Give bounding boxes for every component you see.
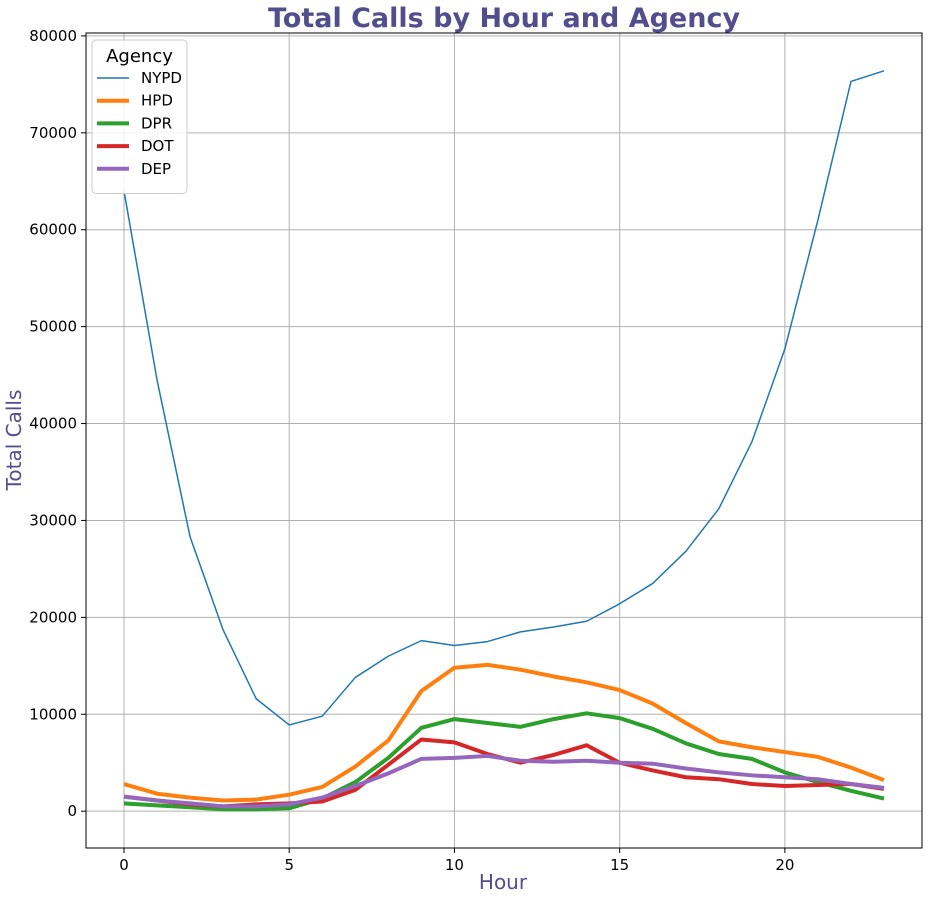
plot-frame <box>85 32 923 849</box>
legend-title: Agency <box>106 46 173 67</box>
y-tick-label: 30000 <box>29 511 77 529</box>
legend-label-hpd: HPD <box>141 92 173 110</box>
y-tick-label: 0 <box>67 802 77 820</box>
y-tick-label: 10000 <box>29 705 77 723</box>
y-axis-label: Total Calls <box>2 390 26 492</box>
y-tick-label: 40000 <box>29 415 77 433</box>
series-line-hpd <box>123 662 885 803</box>
y-tick-label: 20000 <box>29 608 77 626</box>
series-line-dep <box>123 753 885 809</box>
y-tick-label: 50000 <box>29 318 77 336</box>
y-tick-label: 60000 <box>29 221 77 239</box>
y-ticks: 0 10000 20000 30000 40000 50000 60000 70000 8000… <box>29 27 86 820</box>
legend-label-dot: DOT <box>141 137 174 155</box>
series-line-nypd <box>123 70 885 726</box>
x-tick-label: 10 <box>445 856 464 874</box>
series-line-dpr <box>123 711 885 812</box>
legend-label-dpr: DPR <box>141 114 172 132</box>
chart-title: Total Calls by Hour and Agency <box>268 3 741 34</box>
legend: Agency NYPD HPD DPR DOT DEP <box>91 39 188 194</box>
x-ticks: 0 5 10 15 20 <box>119 848 794 874</box>
y-tick-label: 70000 <box>29 124 77 142</box>
series-lines <box>123 70 885 812</box>
legend-label-dep: DEP <box>141 160 171 178</box>
y-tick-label: 80000 <box>29 27 77 45</box>
x-axis-label: Hour <box>479 870 528 894</box>
x-tick-label: 5 <box>284 856 294 874</box>
x-tick-label: 0 <box>119 856 129 874</box>
x-tick-label: 15 <box>610 856 629 874</box>
x-tick-label: 20 <box>775 856 794 874</box>
legend-label-nypd: NYPD <box>141 69 182 87</box>
